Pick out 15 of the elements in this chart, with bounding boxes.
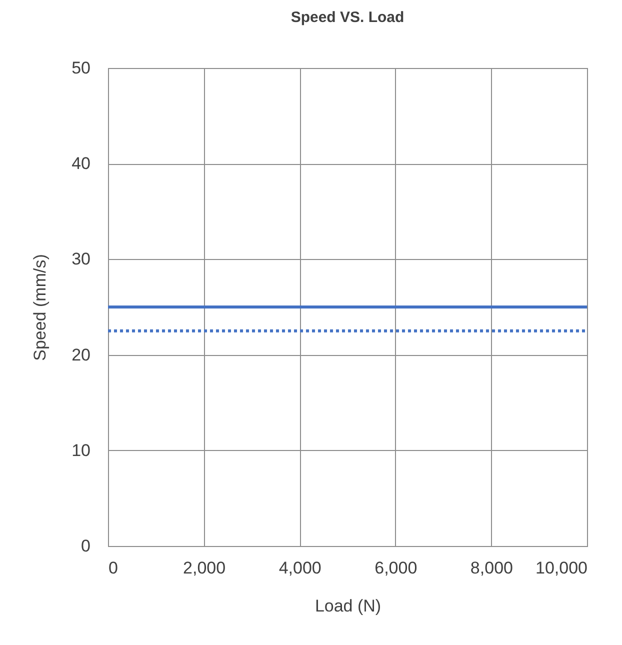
x-tick-label: 10,000 bbox=[536, 558, 588, 578]
x-tick-label: 4,000 bbox=[278, 558, 322, 578]
x-tick-label: 6,000 bbox=[374, 558, 418, 578]
y-tick-label: 20 bbox=[72, 345, 90, 364]
x-tick-label: 0 bbox=[108, 558, 118, 578]
y-tick-label: 0 bbox=[81, 536, 90, 556]
y-tick-label: 10 bbox=[72, 440, 90, 460]
y-tick-label: 40 bbox=[72, 154, 90, 174]
x-tick-label: 8,000 bbox=[470, 558, 513, 578]
y-axis-title: Speed (mm/s) bbox=[30, 254, 50, 361]
y-tick-label: 30 bbox=[72, 250, 90, 269]
y-tick-label: 50 bbox=[72, 58, 90, 78]
chart-title: Speed VS. Load bbox=[290, 9, 404, 26]
x-tick-label: 2,000 bbox=[183, 558, 226, 578]
x-axis-title: Load (N) bbox=[314, 596, 382, 616]
